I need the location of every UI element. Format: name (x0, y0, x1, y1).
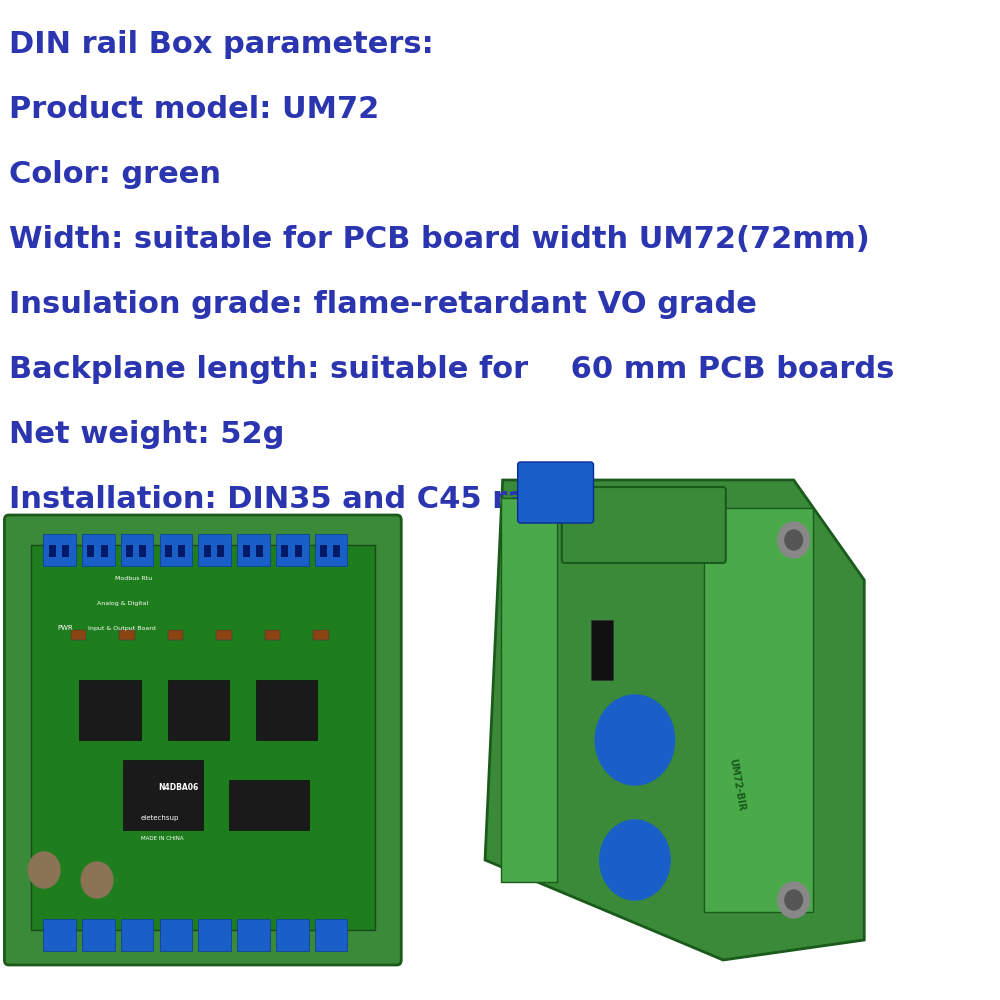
FancyBboxPatch shape (198, 919, 231, 951)
Bar (216, 630, 232, 640)
Circle shape (81, 862, 113, 898)
FancyBboxPatch shape (198, 534, 231, 566)
Circle shape (785, 530, 803, 550)
Bar (204, 545, 211, 557)
Text: MADE IN CHINA: MADE IN CHINA (141, 836, 184, 841)
FancyBboxPatch shape (315, 534, 347, 566)
Bar (126, 545, 133, 557)
FancyBboxPatch shape (562, 487, 726, 563)
Text: Analog & Digital: Analog & Digital (97, 601, 148, 606)
Circle shape (595, 695, 675, 785)
Text: N4DBA06: N4DBA06 (159, 783, 199, 792)
FancyBboxPatch shape (315, 919, 347, 951)
Bar (256, 545, 263, 557)
Bar (313, 630, 329, 640)
Bar (229, 780, 309, 830)
Text: Insulation grade: flame-retardant VO grade: Insulation grade: flame-retardant VO gra… (9, 290, 757, 319)
Circle shape (778, 882, 810, 918)
Bar (217, 545, 224, 557)
Bar (123, 760, 203, 830)
Bar (101, 545, 108, 557)
Bar (256, 680, 317, 740)
Circle shape (778, 522, 810, 558)
Bar (320, 545, 327, 557)
FancyBboxPatch shape (160, 919, 192, 951)
Text: Backplane length: suitable for    60 mm PCB boards: Backplane length: suitable for 60 mm PCB… (9, 355, 894, 384)
Bar (49, 545, 56, 557)
Text: Installation: DIN35 and C45 rail: Installation: DIN35 and C45 rail (9, 485, 549, 514)
FancyBboxPatch shape (43, 919, 76, 951)
Bar (119, 630, 135, 640)
FancyBboxPatch shape (121, 534, 153, 566)
Bar (79, 680, 141, 740)
Bar (168, 630, 183, 640)
Text: UM72-BIR: UM72-BIR (728, 758, 747, 812)
FancyBboxPatch shape (518, 462, 594, 523)
Text: eletechsup: eletechsup (141, 815, 179, 821)
Bar (62, 545, 69, 557)
Text: Product model: UM72: Product model: UM72 (9, 95, 379, 124)
Text: Input & Output Board: Input & Output Board (88, 626, 156, 631)
Bar (295, 545, 302, 557)
Bar (168, 680, 229, 740)
Text: Modbus Rtu: Modbus Rtu (115, 576, 152, 581)
FancyBboxPatch shape (704, 508, 813, 912)
Bar (243, 545, 250, 557)
Text: Color: green: Color: green (9, 160, 221, 189)
Circle shape (28, 852, 60, 888)
FancyBboxPatch shape (501, 498, 557, 882)
Bar (333, 545, 340, 557)
Bar (139, 545, 146, 557)
Text: DIN rail Box parameters:: DIN rail Box parameters: (9, 30, 434, 59)
FancyBboxPatch shape (276, 534, 309, 566)
FancyBboxPatch shape (237, 534, 270, 566)
Bar (165, 545, 172, 557)
Bar (281, 545, 288, 557)
FancyBboxPatch shape (121, 919, 153, 951)
FancyBboxPatch shape (82, 534, 115, 566)
Text: Width: suitable for PCB board width UM72(72mm): Width: suitable for PCB board width UM72… (9, 225, 870, 254)
Bar (591, 620, 613, 680)
Bar (178, 545, 185, 557)
FancyBboxPatch shape (237, 919, 270, 951)
FancyBboxPatch shape (31, 545, 375, 930)
FancyBboxPatch shape (160, 534, 192, 566)
Circle shape (600, 820, 670, 900)
Bar (87, 545, 94, 557)
Circle shape (785, 890, 803, 910)
Text: PWR: PWR (57, 625, 73, 631)
Bar (265, 630, 280, 640)
FancyBboxPatch shape (4, 515, 401, 965)
FancyBboxPatch shape (43, 534, 76, 566)
Bar (71, 630, 86, 640)
Text: Net weight: 52g: Net weight: 52g (9, 420, 284, 449)
FancyBboxPatch shape (82, 919, 115, 951)
FancyBboxPatch shape (276, 919, 309, 951)
Polygon shape (485, 480, 864, 960)
